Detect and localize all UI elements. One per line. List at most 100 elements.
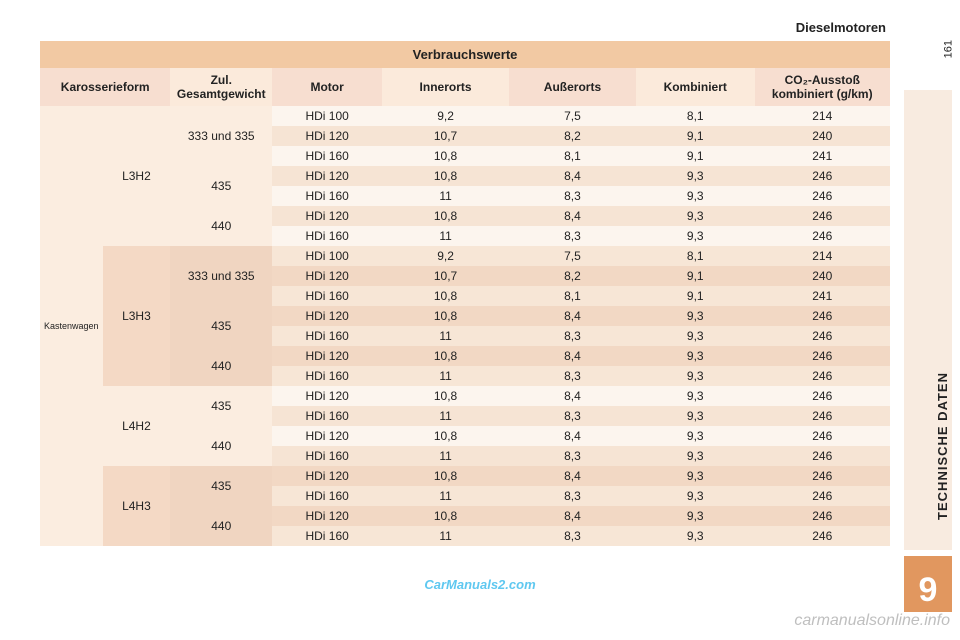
data-cell: 10,8 (382, 386, 509, 406)
data-cell: 8,4 (509, 306, 636, 326)
section-heading: Dieselmotoren (40, 20, 890, 41)
consumption-table: VerbrauchswerteKarosserieformZul. Gesamt… (40, 41, 890, 546)
data-cell: 214 (755, 106, 890, 126)
data-cell: 9,3 (636, 206, 755, 226)
data-cell: 9,3 (636, 226, 755, 246)
data-cell: 246 (755, 166, 890, 186)
variant-cell: L4H3 (103, 466, 171, 546)
data-cell: 8,3 (509, 486, 636, 506)
data-cell: HDi 120 (272, 306, 382, 326)
data-cell: HDi 120 (272, 166, 382, 186)
data-cell: 8,1 (636, 106, 755, 126)
data-cell: HDi 160 (272, 186, 382, 206)
data-cell: HDi 160 (272, 526, 382, 546)
data-cell: HDi 120 (272, 266, 382, 286)
data-cell: HDi 160 (272, 226, 382, 246)
watermark-carmanuals2: CarManuals2.com (424, 577, 535, 592)
data-cell: 8,3 (509, 366, 636, 386)
data-cell: 8,3 (509, 326, 636, 346)
data-cell: 246 (755, 386, 890, 406)
data-cell: 9,3 (636, 426, 755, 446)
data-cell: 246 (755, 426, 890, 446)
data-cell: 10,8 (382, 466, 509, 486)
data-cell: 8,1 (636, 246, 755, 266)
data-cell: 10,8 (382, 166, 509, 186)
weight-cell: 435 (170, 166, 272, 206)
data-cell: 9,3 (636, 366, 755, 386)
col-header: CO₂-Ausstoß kombiniert (g/km) (755, 68, 890, 106)
variant-cell: L3H3 (103, 246, 171, 386)
data-cell: HDi 160 (272, 286, 382, 306)
data-cell: 246 (755, 366, 890, 386)
data-cell: HDi 120 (272, 506, 382, 526)
data-cell: HDi 100 (272, 246, 382, 266)
body-type-cell: Kastenwagen (40, 106, 103, 546)
col-header: Zul. Gesamtgewicht (170, 68, 272, 106)
data-cell: 8,1 (509, 146, 636, 166)
weight-cell: 333 und 335 (170, 246, 272, 306)
col-header: Innerorts (382, 68, 509, 106)
col-header: Kombiniert (636, 68, 755, 106)
data-cell: 241 (755, 286, 890, 306)
col-header: Motor (272, 68, 382, 106)
data-cell: 10,8 (382, 306, 509, 326)
data-cell: 9,1 (636, 126, 755, 146)
weight-cell: 440 (170, 426, 272, 466)
side-label: TECHNISCHE DATEN (935, 372, 950, 520)
data-cell: 9,1 (636, 286, 755, 306)
data-cell: 214 (755, 246, 890, 266)
data-cell: 9,3 (636, 166, 755, 186)
data-cell: 8,4 (509, 466, 636, 486)
data-cell: 8,3 (509, 406, 636, 426)
data-cell: 9,3 (636, 446, 755, 466)
data-cell: 10,8 (382, 506, 509, 526)
data-cell: 246 (755, 466, 890, 486)
col-header: Karosserieform (40, 68, 170, 106)
data-cell: 9,3 (636, 386, 755, 406)
data-cell: 246 (755, 506, 890, 526)
data-cell: 9,3 (636, 306, 755, 326)
data-cell: 241 (755, 146, 890, 166)
data-cell: 9,2 (382, 106, 509, 126)
data-cell: 9,1 (636, 146, 755, 166)
variant-cell: L4H2 (103, 386, 171, 466)
data-cell: HDi 120 (272, 206, 382, 226)
data-cell: 9,3 (636, 346, 755, 366)
data-cell: 8,4 (509, 346, 636, 366)
data-cell: HDi 160 (272, 366, 382, 386)
page-number: 161 (942, 40, 954, 58)
data-cell: 9,3 (636, 526, 755, 546)
data-cell: HDi 100 (272, 106, 382, 126)
data-cell: 10,7 (382, 266, 509, 286)
data-cell: 9,1 (636, 266, 755, 286)
data-cell: 11 (382, 366, 509, 386)
data-cell: 246 (755, 406, 890, 426)
variant-cell: L3H2 (103, 106, 171, 246)
data-cell: HDi 120 (272, 386, 382, 406)
data-cell: 8,4 (509, 426, 636, 446)
data-cell: 246 (755, 226, 890, 246)
data-cell: 240 (755, 126, 890, 146)
data-cell: 9,3 (636, 506, 755, 526)
data-cell: 7,5 (509, 246, 636, 266)
data-cell: 10,8 (382, 426, 509, 446)
data-cell: 246 (755, 346, 890, 366)
page-content: Dieselmotoren VerbrauchswerteKarosserief… (40, 20, 890, 546)
data-cell: 240 (755, 266, 890, 286)
data-cell: HDi 160 (272, 146, 382, 166)
data-cell: 246 (755, 526, 890, 546)
weight-cell: 435 (170, 386, 272, 426)
chapter-box: 9 (904, 556, 952, 612)
table-title: Verbrauchswerte (40, 41, 890, 68)
weight-cell: 440 (170, 206, 272, 246)
weight-cell: 440 (170, 506, 272, 546)
data-cell: HDi 120 (272, 346, 382, 366)
data-cell: 10,8 (382, 206, 509, 226)
data-cell: 8,4 (509, 166, 636, 186)
data-cell: HDi 160 (272, 326, 382, 346)
data-cell: 8,2 (509, 126, 636, 146)
data-cell: 8,3 (509, 526, 636, 546)
data-cell: 9,2 (382, 246, 509, 266)
data-cell: HDi 120 (272, 466, 382, 486)
data-cell: 8,3 (509, 446, 636, 466)
